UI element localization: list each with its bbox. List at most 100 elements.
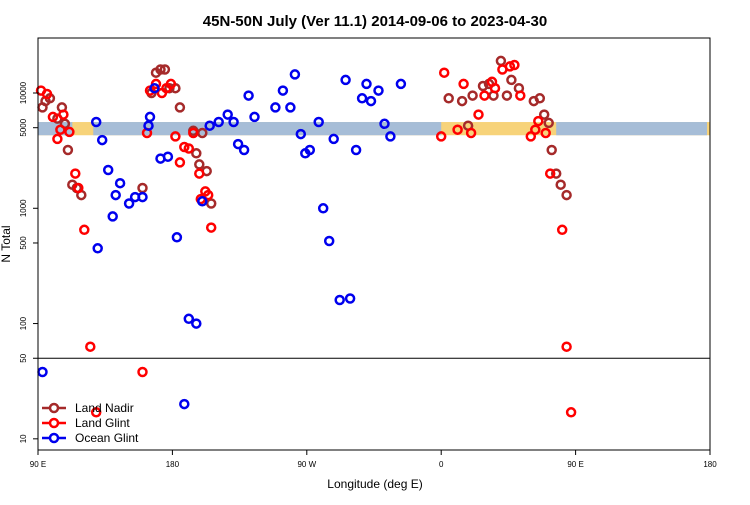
point-ocean-glint	[313, 116, 324, 128]
point-land-glint	[489, 82, 501, 94]
y-tick-label: 1000	[19, 199, 28, 217]
point-land-nadir	[443, 93, 454, 104]
point-land-nadir	[155, 64, 166, 75]
point-land-glint	[452, 124, 463, 135]
point-land-glint	[515, 90, 526, 101]
point-ocean-glint	[137, 191, 148, 203]
point-land-nadir	[456, 95, 468, 107]
legend-swatch-marker	[48, 417, 60, 429]
point-land-glint	[41, 88, 53, 100]
point-ocean-glint	[204, 120, 215, 131]
point-ocean-glint	[222, 109, 233, 120]
point-land-glint	[509, 59, 520, 71]
legend-label: Ocean Glint	[75, 431, 139, 445]
point-land-glint	[79, 224, 90, 236]
point-land-nadir	[174, 102, 186, 113]
x-tick-label: 90 E	[30, 460, 46, 469]
point-land-nadir	[506, 74, 517, 86]
x-tick-label: 90 E	[567, 460, 583, 469]
y-tick-label: 500	[19, 236, 28, 250]
point-land-glint	[73, 182, 84, 194]
point-ocean-glint	[191, 318, 202, 329]
point-land-nadir	[495, 55, 507, 67]
x-tick-label: 0	[439, 460, 444, 469]
point-ocean-glint	[96, 134, 108, 146]
point-land-nadir	[555, 179, 566, 190]
point-ocean-glint	[179, 398, 190, 410]
point-ocean-glint	[289, 69, 301, 80]
legend-label: Land Nadir	[75, 401, 134, 415]
point-ocean-glint	[356, 93, 368, 104]
point-land-glint	[435, 131, 447, 142]
point-ocean-glint	[295, 128, 307, 140]
point-land-nadir	[561, 189, 572, 201]
legend-swatch-marker	[48, 402, 60, 414]
point-ocean-glint	[155, 153, 166, 164]
x-tick-label: 90 W	[297, 460, 316, 469]
x-tick-label: 180	[166, 460, 180, 469]
point-ocean-glint	[334, 294, 345, 306]
point-ocean-glint	[37, 366, 48, 378]
y-tick-label: 50	[19, 353, 28, 362]
point-land-glint	[458, 78, 469, 90]
point-land-glint	[137, 366, 148, 378]
reference-band	[38, 122, 710, 136]
point-land-glint	[55, 124, 66, 135]
point-land-glint	[194, 168, 205, 179]
point-ocean-glint	[123, 198, 135, 209]
point-land-glint	[174, 157, 186, 168]
point-land-glint	[473, 109, 484, 120]
band-blue-segment	[93, 122, 442, 136]
point-ocean-glint	[213, 116, 224, 128]
y-tick-label: 10000	[19, 81, 28, 104]
point-land-glint	[530, 124, 541, 135]
point-ocean-glint	[238, 144, 250, 156]
point-ocean-glint	[149, 82, 160, 94]
point-land-glint	[165, 78, 177, 90]
point-land-glint	[205, 222, 217, 233]
point-ocean-glint	[285, 102, 296, 113]
y-axis: 10 50 100 500 1000 5000 10000	[19, 81, 38, 443]
point-land-glint	[465, 127, 477, 139]
point-land-glint	[479, 90, 490, 101]
point-ocean-glint	[365, 95, 377, 107]
point-land-glint	[70, 168, 81, 179]
point-land-nadir	[467, 90, 478, 101]
legend-label: Land Glint	[75, 416, 130, 430]
point-land-glint	[556, 224, 568, 236]
x-axis: 90 E 180 90 W 0 90 E 180	[30, 450, 717, 469]
point-ocean-glint	[110, 189, 121, 201]
point-ocean-glint	[317, 203, 329, 214]
point-ocean-glint	[395, 78, 407, 90]
x-axis-label: Longitude (deg E)	[327, 477, 422, 491]
point-land-nadir	[546, 144, 557, 156]
point-ocean-glint	[92, 243, 103, 254]
y-axis-label: N Total	[0, 225, 13, 262]
data-points	[35, 55, 577, 418]
point-ocean-glint	[232, 138, 244, 150]
point-land-nadir	[159, 64, 171, 75]
point-ocean-glint	[183, 313, 195, 325]
point-ocean-glint	[90, 116, 102, 128]
y-tick-label: 100	[19, 316, 28, 330]
point-ocean-glint	[243, 90, 254, 101]
y-tick-label: 5000	[19, 118, 28, 136]
chart-title: 45N-50N July (Ver 11.1) 2014-09-06 to 20…	[203, 13, 547, 30]
point-ocean-glint	[102, 164, 114, 176]
point-ocean-glint	[373, 85, 384, 96]
point-land-nadir	[477, 80, 489, 92]
y-tick-label: 10	[19, 434, 28, 443]
point-land-nadir	[62, 144, 74, 156]
point-ocean-glint	[323, 235, 335, 247]
point-land-nadir	[534, 93, 546, 104]
point-ocean-glint	[385, 131, 396, 142]
point-land-nadir	[191, 148, 202, 159]
point-ocean-glint	[228, 116, 239, 128]
point-ocean-glint	[340, 74, 351, 86]
point-land-glint	[170, 131, 181, 142]
point-ocean-glint	[304, 144, 316, 156]
point-land-glint	[64, 126, 75, 138]
